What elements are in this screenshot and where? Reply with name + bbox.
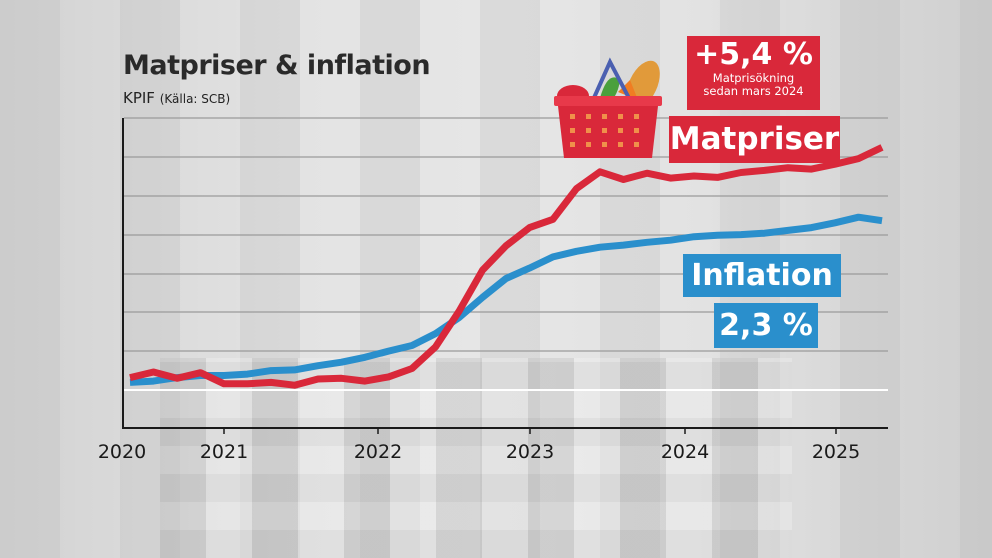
x-tick-label-2021: 2021 <box>200 441 248 463</box>
chart-subtitle: KPIF (Källa: SCB) <box>123 89 230 107</box>
subtitle-source: (Källa: SCB) <box>159 92 231 106</box>
food-change-value: +5,4 % <box>694 37 813 72</box>
inflation-line <box>129 213 883 386</box>
food-change-note-2: sedan mars 2024 <box>703 84 804 98</box>
x-tick-label-2020: 2020 <box>98 441 146 463</box>
shopping-basket-icon <box>554 57 662 158</box>
checkered-floor <box>160 358 792 558</box>
x-tick-label-2022: 2022 <box>354 441 402 463</box>
inflation-value-label: 2,3 % <box>714 303 818 348</box>
food-change-note-1: Matprisökning <box>712 71 795 85</box>
chart-title: Matpriser & inflation <box>123 50 431 81</box>
food-series-label: Matpriser <box>669 116 840 163</box>
subtitle-main: KPIF <box>123 89 155 107</box>
inflation-series-label: Inflation <box>683 254 841 297</box>
x-axis-ticks: 2020 2021 2022 2023 2024 2025 <box>98 428 860 463</box>
x-tick-label-2025: 2025 <box>812 441 860 463</box>
food-price-line <box>129 144 884 389</box>
x-tick-label-2024: 2024 <box>661 441 709 463</box>
food-change-callout: +5,4 % Matprisökning sedan mars 2024 <box>687 36 820 110</box>
x-tick-label-2023: 2023 <box>506 441 554 463</box>
